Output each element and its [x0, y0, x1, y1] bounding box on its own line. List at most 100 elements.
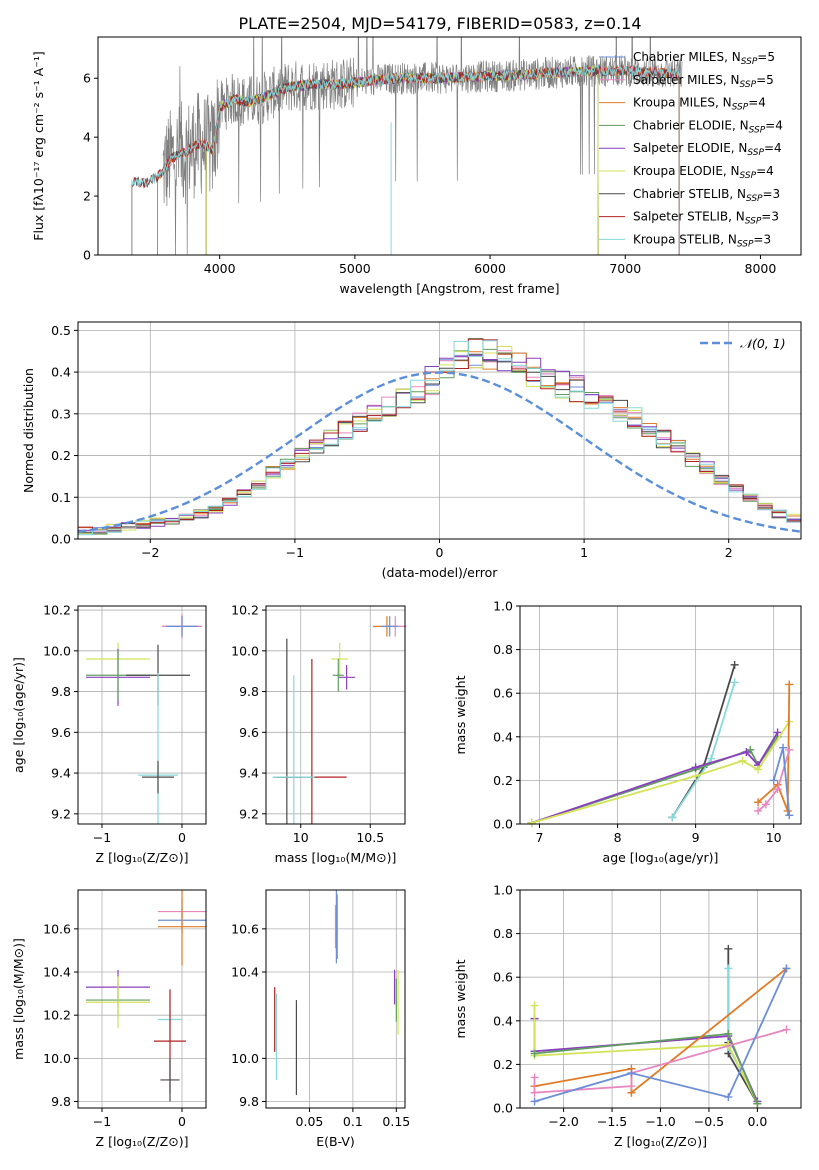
y-tick-label: 9.8 [239, 684, 259, 699]
y-tick-label: 0.2 [493, 773, 513, 788]
weight-line-chabrier-stelib [671, 664, 736, 818]
y-tick-label: 0.0 [51, 532, 71, 547]
weight-line-kroupa-stelib [671, 682, 736, 818]
x-tick-label: 0 [436, 545, 444, 560]
mass-vs-metallicity-panel: −1 0 9.8 10.0 10.2 10.4 10.6 Z [log₁₀(Z/Z⊙)] mas… [11, 889, 207, 1149]
weight-marker [724, 944, 733, 953]
x-tick-label: 0.05 [296, 1114, 324, 1129]
legend-label: Salpeter STELIB, NSSP=3 [633, 210, 779, 227]
weight-line-kroupa-elodie [533, 1005, 759, 1104]
y-tick-label: 1.0 [493, 883, 513, 898]
y-tick-label: 9.4 [239, 766, 259, 781]
model-spectrum-salpeter-elodie [205, 65, 599, 255]
y-tick-label: 10.0 [231, 1051, 259, 1066]
weight-line-chabrier-stelib [727, 948, 759, 1105]
x-axis-label: Z [log₁₀(Z/Z⊙)] [614, 1134, 707, 1149]
weight-line-salpeter-elodie [531, 731, 779, 824]
weight-marker [530, 1001, 539, 1010]
weight-marker [753, 1099, 762, 1108]
y-tick-label: 9.6 [51, 725, 71, 740]
weight-marker [527, 818, 536, 827]
axes-frame [265, 889, 406, 1109]
histogram-step-salpeter-miles [78, 350, 801, 533]
y-tick-label: 1.0 [493, 599, 513, 614]
weight-line-kroupa-miles [757, 684, 791, 812]
x-tick-label: −2.0 [548, 1114, 578, 1129]
weight-marker [754, 765, 763, 774]
x-axis-label: Z [log₁₀(Z/Z⊙)] [96, 1134, 189, 1149]
y-tick-label: 0.4 [51, 365, 71, 380]
x-axis-label: E(B-V) [316, 1134, 355, 1149]
y-tick-label: 0.6 [493, 970, 513, 985]
legend-label: Chabrier STELIB, NSSP=3 [633, 187, 780, 204]
model-spectrum-chabrier-stelib [131, 66, 680, 255]
legend-label: Chabrier MILES, NSSP=5 [633, 50, 775, 67]
x-tick-label: 0.0 [747, 1114, 767, 1129]
axes-frame [77, 889, 207, 1109]
histogram-step-kroupa-stelib [78, 340, 801, 536]
histogram-step-chabrier-miles [78, 352, 801, 535]
y-tick-label: 9.2 [239, 806, 259, 821]
histogram-step-salpeter-stelib [78, 338, 801, 531]
weight-marker [761, 800, 770, 809]
y-tick-label: 9.4 [51, 766, 71, 781]
weight-line-kroupa-stelib [727, 968, 759, 1102]
weight-marker [782, 964, 791, 973]
weight-marker [724, 964, 733, 973]
legend-label: Kroupa MILES, NSSP=4 [633, 96, 766, 113]
x-axis-label: age [log₁₀(age/yr)] [603, 850, 719, 865]
y-tick-label: 6 [83, 71, 91, 86]
weight-marker [785, 811, 794, 820]
axes-frame [519, 605, 802, 825]
weight-marker [738, 756, 747, 765]
weight-marker [724, 1093, 733, 1102]
mass-weight-vs-age-panel: 7 8 9 10 0.0 0.2 0.4 0.6 0.8 1.0 age [log₁₀(age/yr… [453, 599, 802, 865]
y-tick-label: 0.2 [493, 1057, 513, 1072]
weight-marker [668, 813, 677, 822]
histogram-step-salpeter-elodie [78, 354, 801, 532]
weight-marker [754, 806, 763, 815]
x-tick-label: 6000 [474, 261, 506, 276]
histogram-step-kroupa-miles [78, 351, 801, 531]
y-tick-label: 4 [83, 130, 91, 145]
legend-label: Salpeter MILES, NSSP=5 [633, 73, 774, 90]
y-axis-label: mass weight [453, 959, 468, 1038]
legend-label: 𝒩(0, 1) [740, 336, 786, 351]
y-axis-label: mass weight [453, 675, 468, 754]
weight-marker [773, 785, 782, 794]
x-tick-label: −1 [286, 545, 304, 560]
figure-title: PLATE=2504, MJD=54179, FIBERID=0583, z=0… [238, 14, 641, 33]
y-tick-label: 0 [83, 248, 91, 263]
normal-distribution-curve [78, 371, 801, 533]
y-tick-label: 0.4 [493, 729, 513, 744]
axes-frame [97, 36, 802, 256]
spectrum-panel: 4000 5000 6000 7000 8000 0 2 4 6 wavelength [Angs… [31, 36, 802, 296]
model-spectrum-salpeter-miles [157, 65, 680, 255]
x-tick-label: 8000 [745, 261, 777, 276]
y-tick-label: 0.4 [493, 1013, 513, 1028]
weight-marker [730, 678, 739, 687]
y-axis-label: Flux [fλ10⁻¹⁷ erg cm⁻² s⁻¹ A⁻¹] [31, 51, 46, 240]
x-tick-label: −0.5 [694, 1114, 724, 1129]
weight-line-salpeter-elodie [533, 1018, 759, 1102]
model-spectrum-salpeter-stelib [131, 64, 680, 255]
weight-marker [691, 763, 700, 772]
mass-vs-reddening-panel: 0.05 0.1 0.15 9.8 10.0 10.4 10.6 E(B-V) [231, 889, 410, 1149]
legend-label: Chabrier ELODIE, NSSP=4 [633, 118, 783, 135]
y-tick-label: 0.8 [493, 642, 513, 657]
y-tick-label: 10.0 [231, 643, 259, 658]
x-tick-label: 8 [614, 830, 622, 845]
x-axis-label: (data-model)/error [382, 565, 499, 580]
x-tick-label: 2 [725, 545, 733, 560]
x-tick-label: −1.0 [645, 1114, 675, 1129]
y-tick-label: 0.2 [51, 448, 71, 463]
x-axis-label: mass [log₁₀(M/M⊙)] [275, 850, 397, 865]
weight-marker [530, 1097, 539, 1106]
x-tick-label: 1 [580, 545, 588, 560]
x-tick-label: −2 [141, 545, 159, 560]
y-tick-label: 9.8 [51, 684, 71, 699]
y-tick-label: 2 [83, 189, 91, 204]
x-tick-label: 0 [178, 1114, 186, 1129]
weight-line-chabrier-miles [534, 968, 788, 1103]
x-tick-label: 10.5 [356, 830, 384, 845]
